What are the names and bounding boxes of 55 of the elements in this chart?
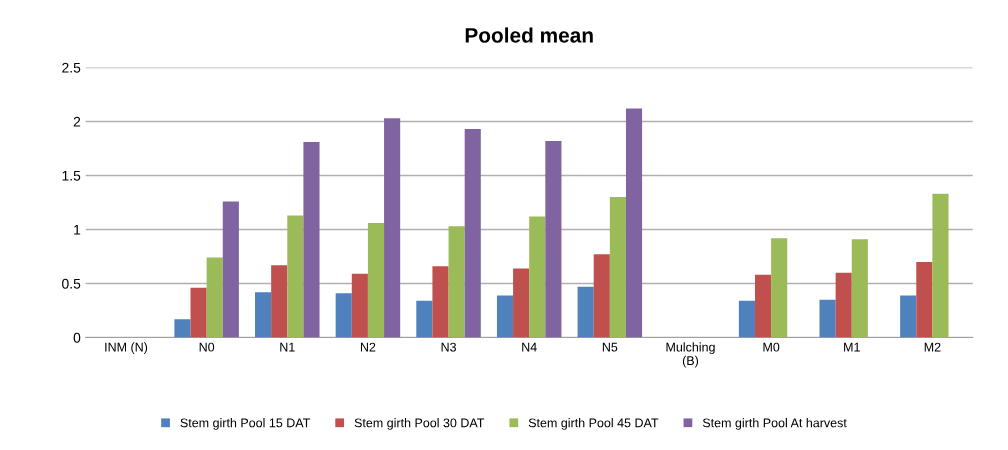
bar xyxy=(593,254,610,338)
x-tick-label: M1 xyxy=(844,342,860,352)
bar xyxy=(287,215,304,338)
bar xyxy=(900,295,917,338)
bar xyxy=(464,129,481,338)
y-tick-label: 0 xyxy=(73,332,81,343)
y-tick-label: 1 xyxy=(74,224,81,235)
y-tick-label: 2 xyxy=(73,116,81,127)
bar xyxy=(932,193,949,338)
x-tick-label: N0 xyxy=(199,342,215,352)
bar xyxy=(335,293,352,338)
x-tick-label: N4 xyxy=(522,342,537,352)
bar xyxy=(738,300,755,338)
x-tick-label: N3 xyxy=(441,342,456,352)
bar xyxy=(577,286,594,338)
bar xyxy=(513,268,530,338)
y-tick-label: 1.5 xyxy=(62,170,81,181)
x-tick-label: INM (N) xyxy=(105,342,148,355)
bar xyxy=(174,319,191,338)
x-tick-label: N5 xyxy=(602,342,618,352)
bar xyxy=(529,216,546,338)
bar xyxy=(351,273,368,338)
legend-label: Stem girth Pool 45 DAT xyxy=(528,418,659,430)
bar xyxy=(271,265,288,338)
bar xyxy=(916,261,933,338)
bar xyxy=(754,274,772,338)
bar xyxy=(432,266,449,338)
bar xyxy=(609,197,626,338)
bar xyxy=(303,142,320,338)
bar xyxy=(851,239,868,338)
bar xyxy=(448,226,465,338)
bar xyxy=(545,140,562,338)
bar xyxy=(416,300,433,338)
x-tick-label: M2 xyxy=(924,342,941,352)
legend-label: Stem girth Pool 15 DAT xyxy=(180,418,311,430)
legend-label: Stem girth Pool 30 DAT xyxy=(354,418,485,430)
legend-label: Stem girth Pool At harvest xyxy=(702,418,847,430)
y-tick-label: 0.5 xyxy=(62,278,81,289)
chart-title: Pooled mean xyxy=(465,27,593,43)
bar xyxy=(835,272,852,338)
bar xyxy=(819,299,836,338)
y-tick-label: 2.5 xyxy=(62,62,81,73)
bar xyxy=(206,257,223,338)
x-tick-label: M0 xyxy=(763,342,780,352)
bar xyxy=(367,223,385,338)
bar xyxy=(496,295,514,338)
bar xyxy=(190,287,207,338)
x-tick-label: N2 xyxy=(360,342,376,352)
bar xyxy=(625,108,643,338)
bar xyxy=(255,292,272,338)
bar xyxy=(222,201,239,338)
x-tick-label: Mulching (B) xyxy=(666,342,715,368)
bar xyxy=(384,118,401,338)
x-tick-label: N1 xyxy=(280,342,295,352)
bar xyxy=(771,238,788,338)
